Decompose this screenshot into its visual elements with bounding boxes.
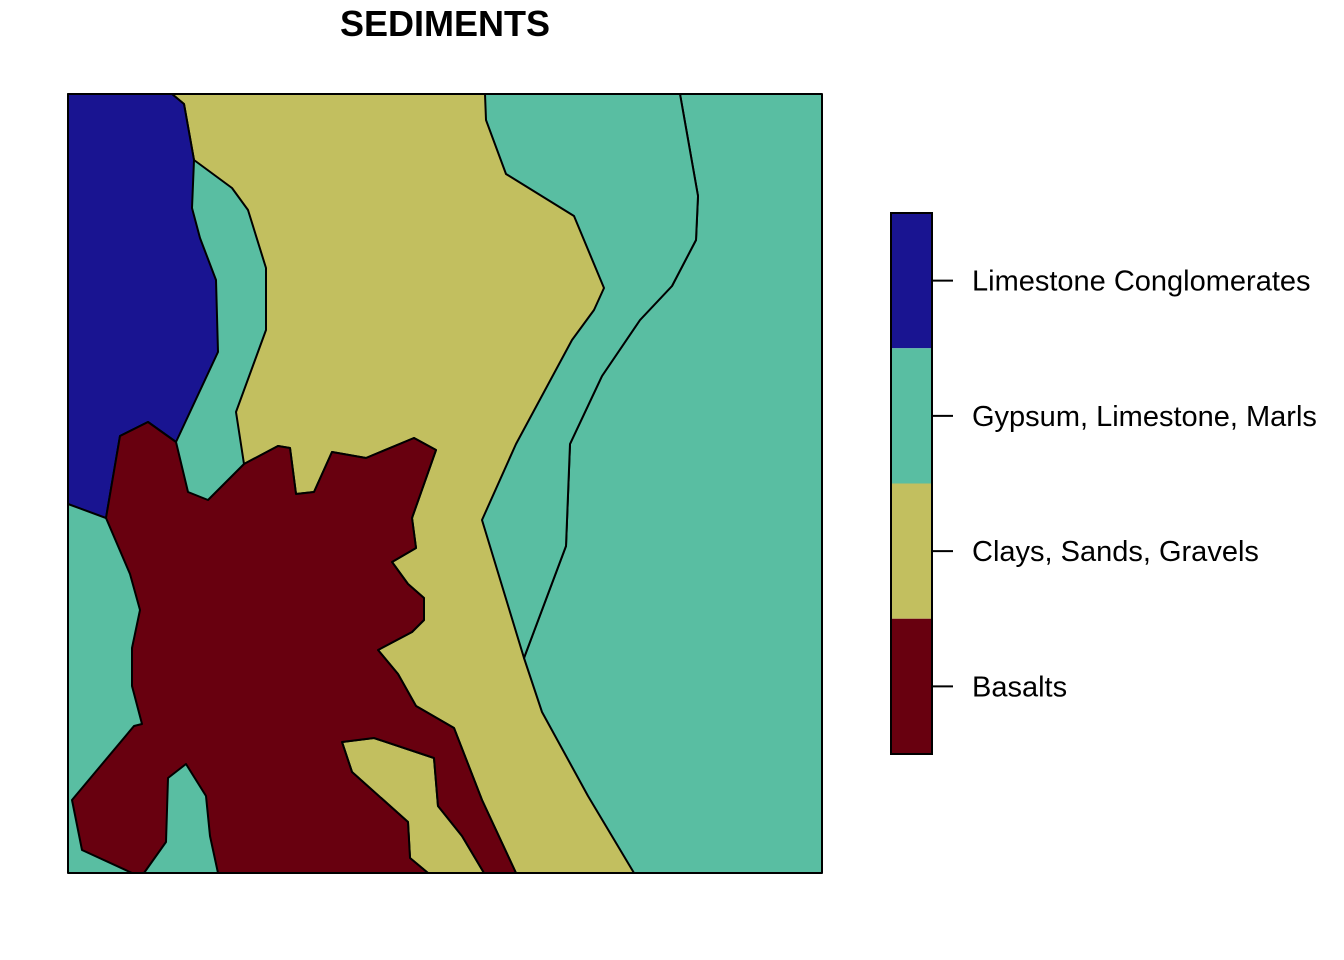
- legend-swatch: [891, 348, 932, 484]
- region-basalts: [71, 421, 517, 874]
- region-gypsum-strip: [481, 93, 699, 659]
- legend-swatch: [891, 213, 932, 349]
- legend-label: Limestone Conglomerates: [972, 266, 1311, 298]
- legend-label: Gypsum, Limestone, Marls: [972, 401, 1317, 433]
- legend-frame: [890, 212, 933, 755]
- map-title: SEDIMENTS: [340, 3, 550, 44]
- legend: Limestone Conglomerates Gypsum, Limestone…: [890, 212, 1317, 755]
- map-panel: [67, 93, 823, 874]
- legend-swatch: [891, 618, 932, 754]
- legend-swatch: [891, 483, 932, 619]
- legend-label: Clays, Sands, Gravels: [972, 536, 1259, 568]
- legend-label: Basalts: [972, 671, 1067, 703]
